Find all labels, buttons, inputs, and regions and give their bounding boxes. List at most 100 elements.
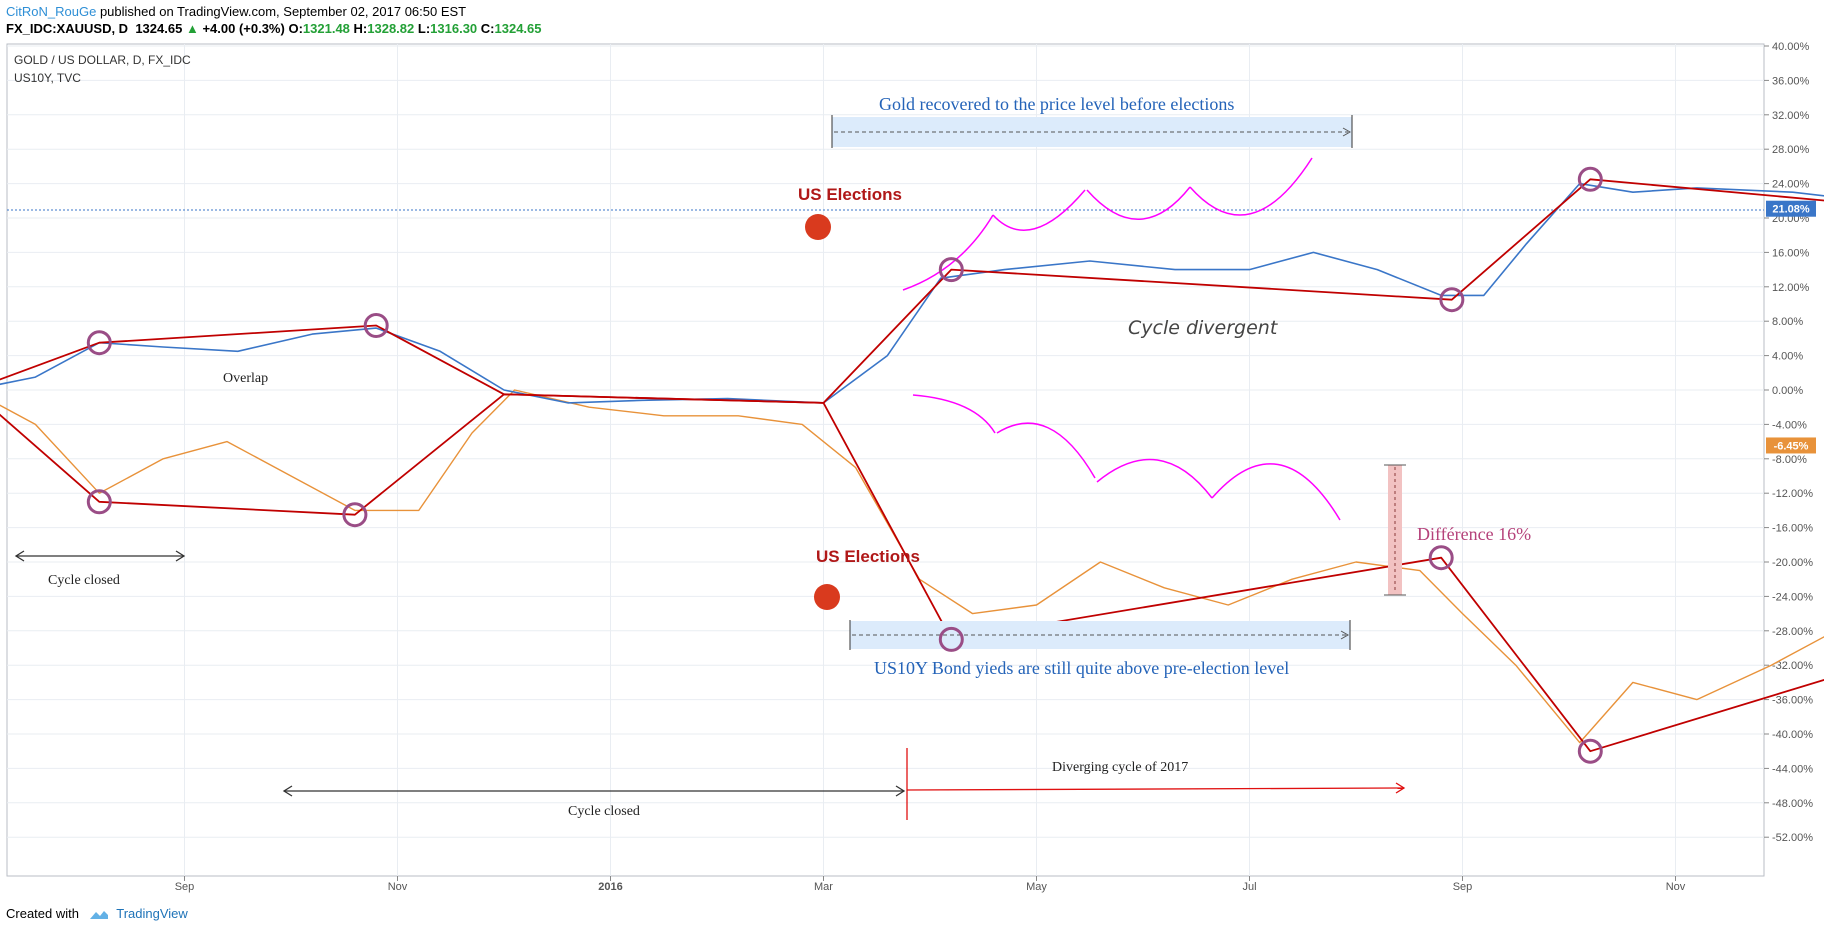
gold-pivot-circle[interactable]	[1439, 287, 1465, 313]
us10y-pivot-circle[interactable]	[86, 489, 112, 515]
y-tick-label: 4.00%	[1772, 351, 1803, 363]
us10y-series-line[interactable]	[0, 304, 1824, 744]
low-value: 1316.30	[430, 21, 478, 36]
x-axis[interactable]: SepNov2016MarMayJulSepNov2017MarMayJulSe…	[175, 876, 1824, 893]
us-elections-top-label: US Elections	[798, 185, 902, 204]
magenta-arc-top-4	[1189, 157, 1313, 216]
legend-series-2: US10Y, TVC	[14, 71, 81, 85]
x-tick-label: Nov	[388, 881, 408, 893]
gold-recovered-range[interactable]	[831, 115, 1353, 148]
difference-label: Différence 16%	[1417, 524, 1531, 544]
overlap-label: Overlap	[223, 371, 268, 386]
x-tick-label: Nov	[1666, 881, 1686, 893]
us-elections-top-marker[interactable]	[805, 214, 831, 240]
us10y-pivot-circle[interactable]	[1428, 545, 1454, 571]
gold-pivot-circle[interactable]	[1577, 166, 1603, 192]
x-tick-label: Mar	[814, 881, 833, 893]
created-with-text: Created with	[6, 906, 79, 921]
gold-pivot-circle[interactable]	[938, 257, 964, 283]
gold-pivot-circle[interactable]	[86, 330, 112, 356]
y-tick-label: 32.00%	[1772, 110, 1810, 122]
x-tick-label: 2016	[598, 881, 622, 893]
y-tick-label: -52.00%	[1772, 832, 1813, 844]
y-tick-label: -28.00%	[1772, 626, 1813, 638]
high-value: 1328.82	[367, 21, 415, 36]
change-value: +4.00 (+0.3%)	[202, 21, 285, 36]
y-tick-label: 28.00%	[1772, 144, 1810, 156]
published-text: published on TradingView.com, September …	[99, 4, 467, 19]
y-tick-label: -24.00%	[1772, 591, 1813, 603]
us-elections-bottom-marker[interactable]	[814, 584, 840, 610]
x-tick-label: Sep	[175, 881, 195, 893]
low-label: L:	[417, 21, 431, 36]
cycle-closed-left-head-r	[175, 550, 186, 562]
magenta-arc-top-2	[992, 189, 1086, 231]
us10y-above-range[interactable]	[849, 620, 1351, 650]
y-tick-label: 16.00%	[1772, 247, 1810, 259]
gold-series-line[interactable]	[0, 182, 1824, 404]
open-value: 1321.48	[302, 21, 350, 36]
y-tick-label: 40.00%	[1772, 41, 1810, 53]
us10y-cycle-series-line[interactable]	[0, 343, 1824, 753]
y-tick-label: -36.00%	[1772, 695, 1813, 707]
y-tick-label: 36.00%	[1772, 75, 1810, 87]
y-tick-label: -32.00%	[1772, 660, 1813, 672]
x-tick-label: May	[1026, 881, 1047, 893]
y-tick-label: 24.00%	[1772, 179, 1810, 191]
cycle-closed-left-head-l	[14, 550, 25, 562]
price-label-box	[1766, 437, 1816, 454]
series-layer	[0, 178, 1824, 753]
us10y-pivot-circle[interactable]	[1577, 738, 1603, 764]
cycle-closed-left-label: Cycle closed	[48, 573, 120, 588]
cycle-closed-mid-label: Cycle closed	[568, 804, 640, 819]
cycle-closed-mid-arrow[interactable]	[282, 785, 906, 797]
symbol-quote-line: FX_IDC:XAUUSD, D 1324.65 ▲ +4.00 (+0.3%)…	[6, 21, 542, 36]
diverging-cycle-head	[1395, 782, 1406, 794]
close-value: 1324.65	[494, 21, 542, 36]
y-tick-label: -4.00%	[1772, 419, 1807, 431]
price-value: 1324.65	[135, 21, 183, 36]
open-label: O:	[288, 21, 303, 36]
gold-pivot-circle[interactable]	[363, 313, 389, 338]
y-tick-label: -48.00%	[1772, 798, 1813, 810]
cycle-closed-mid-head-r	[895, 785, 906, 797]
chart-header: CitRoN_RouGe published on TradingView.co…	[0, 0, 1824, 40]
us10y-pivot-circle[interactable]	[342, 502, 368, 528]
gold-recovered-label: Gold recovered to the price level before…	[879, 94, 1234, 114]
plot-area[interactable]	[6, 43, 1765, 877]
y-tick-label: 0.00%	[1772, 385, 1803, 397]
magenta-arc-top-3	[1086, 186, 1191, 220]
x-tick-label: Sep	[1453, 881, 1473, 893]
x-tick-label: Jul	[1242, 881, 1256, 893]
price-label-text: -6.45%	[1774, 440, 1809, 452]
magenta-arc-bottom-1	[912, 394, 996, 434]
high-label: H:	[353, 21, 368, 36]
diverging-cycle-label: Diverging cycle of 2017	[1052, 760, 1188, 775]
y-tick-label: -20.00%	[1772, 557, 1813, 569]
magenta-arc-top-1	[902, 214, 994, 291]
tradingview-brand[interactable]: TradingView	[116, 906, 188, 921]
pivot-circles[interactable]	[86, 166, 1824, 764]
publish-line: CitRoN_RouGe published on TradingView.co…	[6, 4, 466, 19]
author-link[interactable]: CitRoN_RouGe	[6, 4, 97, 19]
price-label-text: 21.08%	[1772, 204, 1810, 216]
symbol-label: FX_IDC:XAUUSD, D	[6, 21, 129, 36]
diverging-cycle-arrow[interactable]	[906, 748, 1406, 820]
magenta-arc-bottom-3	[1096, 458, 1213, 499]
y-tick-label: -8.00%	[1772, 454, 1807, 466]
price-labels: 21.08% -6.45%	[1766, 200, 1816, 454]
footer: Created with TradingView	[6, 906, 188, 921]
cycle-divergent-label: Cycle divergent	[1128, 317, 1279, 339]
y-tick-label: -40.00%	[1772, 729, 1813, 741]
cycle-closed-mid-head-l	[282, 785, 293, 797]
cycle-closed-left-arrow[interactable]	[14, 550, 186, 562]
magenta-arc-bottom-4	[1211, 463, 1341, 521]
difference-range[interactable]	[1384, 464, 1406, 596]
us-elections-bottom-label: US Elections	[816, 547, 920, 566]
us10y-above-arrowhead	[1340, 630, 1350, 640]
us10y-pivot-circle[interactable]	[938, 626, 964, 652]
gold-cycle-series-line[interactable]	[0, 178, 1824, 404]
legend-series-1: GOLD / US DOLLAR, D, FX_IDC	[14, 53, 191, 67]
y-tick-label: -16.00%	[1772, 523, 1813, 535]
